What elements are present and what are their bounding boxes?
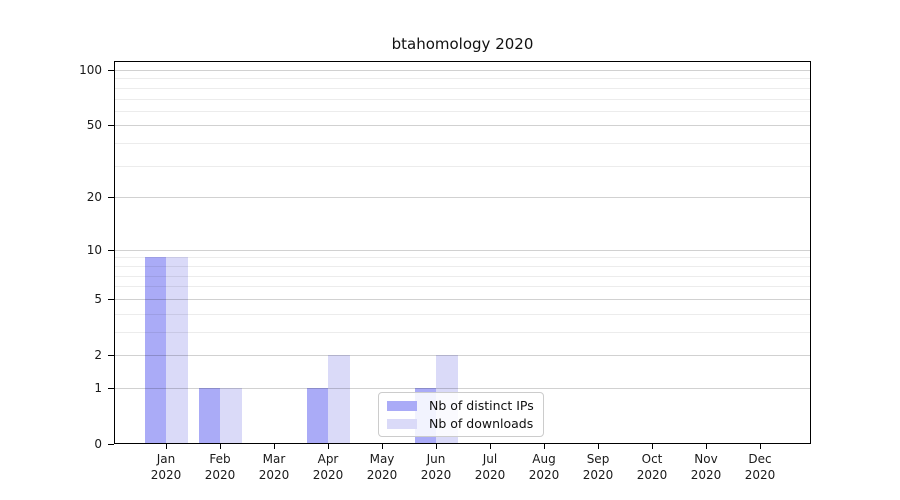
year-label: 2020 [528, 468, 560, 482]
x-tick-mark [652, 444, 653, 449]
gridline-minor [114, 286, 811, 288]
y-tick-mark [108, 125, 114, 127]
gridline-minor [114, 165, 811, 167]
x-tick-mark [274, 444, 275, 449]
bar-downloads [328, 354, 350, 444]
distinct-ips-swatch [387, 400, 417, 411]
gridline-minor [114, 87, 811, 89]
gridline-major [114, 298, 811, 300]
x-tick-mark [166, 444, 167, 449]
x-tick-label: Jun 2020 [406, 451, 466, 483]
y-tick-mark [108, 444, 114, 445]
month-label: Sep [586, 452, 610, 466]
legend-entry-downloads: Nb of downloads [387, 416, 535, 431]
chart-title: btahomology 2020 [391, 35, 534, 53]
year-label: 2020 [420, 468, 452, 482]
bar-distinct-ips [144, 257, 166, 444]
x-tick-mark [490, 444, 491, 449]
month-label: Jul [482, 452, 498, 466]
x-tick-label: Jul 2020 [460, 451, 520, 483]
year-label: 2020 [690, 468, 722, 482]
gridline-minor [114, 265, 811, 267]
x-tick-mark [436, 444, 437, 449]
x-tick-mark [220, 444, 221, 449]
y-tick-mark [108, 197, 114, 199]
year-label: 2020 [474, 468, 506, 482]
x-tick-label: Apr 2020 [298, 451, 358, 483]
gridline-major [114, 70, 811, 71]
month-label: Dec [748, 452, 772, 466]
y-tick-label: 1 [94, 380, 102, 395]
month-label: May [369, 452, 395, 466]
y-tick-label: 10 [86, 242, 102, 257]
gridline-minor [114, 110, 811, 112]
legend-entry-distinct-ips: Nb of distinct IPs [387, 398, 535, 413]
month-label: Jun [426, 452, 446, 466]
month-label: Nov [694, 452, 718, 466]
x-tick-label: Jan 2020 [136, 451, 196, 483]
downloads-swatch [387, 418, 417, 429]
x-tick-mark [328, 444, 329, 449]
gridline-minor [114, 275, 811, 277]
year-label: 2020 [312, 468, 344, 482]
x-tick-label: Feb 2020 [190, 451, 250, 483]
month-label: Jan [156, 452, 176, 466]
month-label: Aug [532, 452, 556, 466]
y-tick-label: 0 [94, 437, 102, 451]
gridline-minor [114, 257, 811, 259]
bar-downloads [166, 257, 188, 444]
x-tick-label: Dec 2020 [730, 451, 790, 483]
year-label: 2020 [150, 468, 182, 482]
x-tick-label: Mar 2020 [244, 451, 304, 483]
year-label: 2020 [366, 468, 398, 482]
y-tick-label: 50 [86, 118, 102, 133]
gridline-minor [114, 331, 811, 333]
y-tick-mark [108, 249, 114, 251]
y-tick-mark [108, 355, 114, 356]
y-tick-label: 100 [79, 63, 102, 77]
year-label: 2020 [744, 468, 776, 482]
x-tick-mark [760, 444, 761, 449]
bar-distinct-ips [306, 387, 328, 444]
year-label: 2020 [258, 468, 290, 482]
x-tick-mark [382, 444, 383, 449]
year-label: 2020 [582, 468, 614, 482]
gridline-major [114, 125, 811, 127]
gridline-major [114, 197, 811, 199]
y-tick-mark [108, 70, 114, 71]
gridline-major [114, 249, 811, 251]
gridline-minor [114, 313, 811, 315]
x-tick-label: Oct 2020 [622, 451, 682, 483]
legend: Nb of distinct IPs Nb of downloads [378, 392, 544, 437]
month-label: Mar [262, 452, 286, 466]
legend-label: Nb of distinct IPs [429, 398, 534, 413]
gridline-major [114, 387, 811, 389]
bar-distinct-ips [198, 387, 220, 444]
month-label: Apr [317, 452, 339, 466]
y-tick-mark [108, 387, 114, 389]
x-tick-mark [598, 444, 599, 449]
month-label: Oct [641, 452, 663, 466]
x-tick-mark [544, 444, 545, 449]
bar-downloads [220, 387, 242, 444]
gridline-minor [114, 143, 811, 145]
x-tick-label: Sep 2020 [568, 451, 628, 483]
y-tick-label: 5 [94, 291, 102, 306]
month-label: Feb [209, 452, 231, 466]
x-tick-mark [706, 444, 707, 449]
plot-area [114, 61, 811, 444]
x-tick-label: Aug 2020 [514, 451, 574, 483]
y-tick-mark [108, 298, 114, 300]
year-label: 2020 [636, 468, 668, 482]
gridline-minor [114, 78, 811, 80]
x-tick-label: Nov 2020 [676, 451, 736, 483]
x-tick-label: May 2020 [352, 451, 412, 483]
gridline-major [114, 355, 811, 356]
gridline-minor [114, 98, 811, 100]
legend-label: Nb of downloads [429, 416, 534, 431]
y-tick-label: 20 [86, 190, 102, 205]
y-tick-label: 2 [94, 348, 102, 362]
year-label: 2020 [204, 468, 236, 482]
